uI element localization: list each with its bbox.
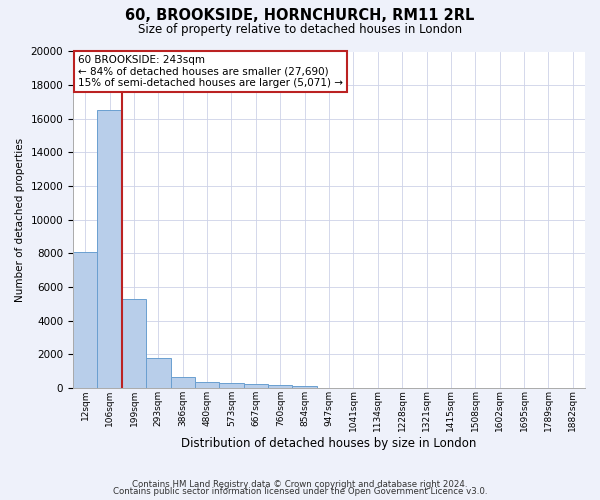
Text: Size of property relative to detached houses in London: Size of property relative to detached ho… bbox=[138, 22, 462, 36]
Text: 60 BROOKSIDE: 243sqm
← 84% of detached houses are smaller (27,690)
15% of semi-d: 60 BROOKSIDE: 243sqm ← 84% of detached h… bbox=[78, 55, 343, 88]
Bar bbox=[292, 386, 317, 388]
Text: Contains public sector information licensed under the Open Government Licence v3: Contains public sector information licen… bbox=[113, 488, 487, 496]
Text: Contains HM Land Registry data © Crown copyright and database right 2024.: Contains HM Land Registry data © Crown c… bbox=[132, 480, 468, 489]
Bar bbox=[97, 110, 122, 388]
Bar bbox=[73, 252, 97, 388]
Bar bbox=[170, 377, 195, 388]
Bar bbox=[244, 384, 268, 388]
Y-axis label: Number of detached properties: Number of detached properties bbox=[15, 138, 25, 302]
Bar bbox=[146, 358, 170, 388]
Bar bbox=[220, 383, 244, 388]
Text: 60, BROOKSIDE, HORNCHURCH, RM11 2RL: 60, BROOKSIDE, HORNCHURCH, RM11 2RL bbox=[125, 8, 475, 22]
Bar bbox=[195, 382, 220, 388]
Bar bbox=[122, 299, 146, 388]
X-axis label: Distribution of detached houses by size in London: Distribution of detached houses by size … bbox=[181, 437, 477, 450]
Bar bbox=[268, 385, 292, 388]
